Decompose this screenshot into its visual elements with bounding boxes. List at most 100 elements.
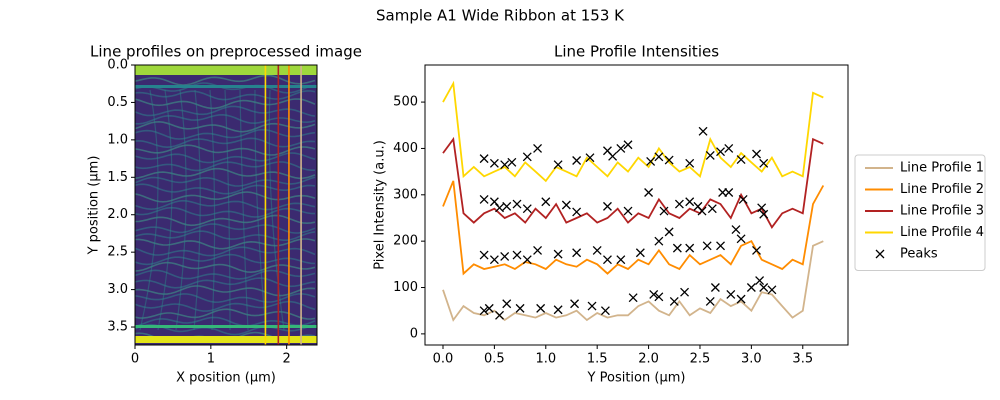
image-texture <box>135 137 316 149</box>
peak-marker <box>515 303 525 313</box>
x-tick-label: 3.0 <box>741 352 762 367</box>
peak-marker <box>664 227 674 237</box>
peak-marker <box>623 206 633 216</box>
peak-marker <box>669 296 679 306</box>
peak-marker <box>738 194 748 204</box>
peak-marker <box>736 234 746 244</box>
peak-marker <box>541 197 551 207</box>
peak-marker <box>489 255 499 265</box>
image-texture <box>135 199 316 211</box>
peak-marker <box>674 199 684 209</box>
image-texture <box>135 316 316 328</box>
peak-marker <box>479 250 489 260</box>
legend-label: Peaks <box>900 247 938 262</box>
peak-marker <box>736 155 746 165</box>
y-tick-label: 0 <box>410 326 418 341</box>
peak-marker <box>592 245 602 255</box>
profile-line <box>442 136 824 229</box>
y-tick-label: 2.5 <box>107 245 128 260</box>
x-tick-label: 0.5 <box>484 352 505 367</box>
image-texture <box>135 183 316 195</box>
chart-title: Line Profile Intensities <box>554 43 719 61</box>
peak-marker <box>608 151 618 161</box>
profile-line <box>442 80 824 183</box>
peak-marker <box>654 236 664 246</box>
x-tick-label: 3.5 <box>792 352 813 367</box>
image-texture <box>135 82 316 94</box>
peak-marker <box>716 147 725 157</box>
peak-marker <box>585 153 595 163</box>
peak-marker <box>600 306 610 316</box>
y-tick-label: 100 <box>393 280 418 295</box>
x-axis-label: Y Position (µm) <box>587 371 686 386</box>
profile-line <box>442 180 825 276</box>
image-texture <box>135 144 316 156</box>
peak-marker <box>500 251 510 261</box>
plot-frame <box>134 64 318 346</box>
peak-marker <box>533 245 543 255</box>
image-band <box>135 325 317 328</box>
y-tick-label: 2.0 <box>107 207 128 222</box>
peak-marker <box>522 152 532 162</box>
y-tick-label: 500 <box>393 95 418 110</box>
peak-marker <box>533 143 543 153</box>
image-texture <box>239 89 249 331</box>
image-texture <box>135 161 315 172</box>
y-tick-label: 400 <box>393 141 418 156</box>
image-band <box>135 336 317 343</box>
peak-marker <box>759 209 769 219</box>
peak-marker <box>507 157 517 167</box>
peak-marker <box>479 154 489 164</box>
image-texture <box>135 253 316 266</box>
image-texture <box>268 89 285 331</box>
image-texture <box>193 89 201 331</box>
image-texture <box>135 261 316 274</box>
peak-marker <box>616 255 626 265</box>
peak-marker <box>731 225 741 235</box>
peak-marker <box>495 203 504 213</box>
y-axis-label: Pixel Intensity (a.u.) <box>373 140 388 270</box>
peak-marker <box>502 201 512 211</box>
peak-marker <box>553 160 563 170</box>
image-texture <box>135 277 316 289</box>
peak-marker <box>522 255 532 265</box>
image-texture <box>135 246 316 257</box>
image-texture <box>135 292 316 304</box>
image-texture <box>135 308 316 320</box>
peak-marker <box>724 143 734 153</box>
image-texture <box>135 105 316 117</box>
y-tick-label: 0.0 <box>107 58 128 73</box>
legend-marker <box>875 249 885 259</box>
image-texture <box>135 214 316 227</box>
peak-marker <box>623 140 633 150</box>
peak-marker <box>752 149 761 159</box>
peak-marker <box>479 306 489 316</box>
peak-marker <box>759 158 769 168</box>
peak-marker <box>672 243 682 253</box>
peak-marker <box>587 301 597 311</box>
image-texture <box>135 269 316 280</box>
image-texture <box>135 230 316 241</box>
y-tick-label: 1.0 <box>107 132 128 147</box>
peak-marker <box>685 158 695 168</box>
x-tick-label: 1.0 <box>535 352 556 367</box>
peak-marker <box>724 188 734 197</box>
peak-marker <box>572 156 582 165</box>
peak-marker <box>736 294 746 304</box>
image-texture <box>135 285 316 297</box>
peak-marker <box>512 199 522 209</box>
x-tick-label: 0.0 <box>433 352 454 367</box>
chart-title: Line profiles on preprocessed image <box>90 43 362 61</box>
x-tick-label: 1.5 <box>587 352 608 367</box>
peak-marker <box>536 303 546 313</box>
peak-marker <box>500 160 510 170</box>
image-texture <box>135 206 316 218</box>
peak-marker <box>654 292 664 302</box>
peak-marker <box>746 283 756 292</box>
peak-marker <box>628 293 638 303</box>
image-texture <box>209 89 216 331</box>
peak-marker <box>603 255 612 265</box>
x-tick-label: 2 <box>283 352 291 367</box>
image-texture <box>135 300 316 312</box>
y-tick-label: 0.5 <box>107 95 128 110</box>
